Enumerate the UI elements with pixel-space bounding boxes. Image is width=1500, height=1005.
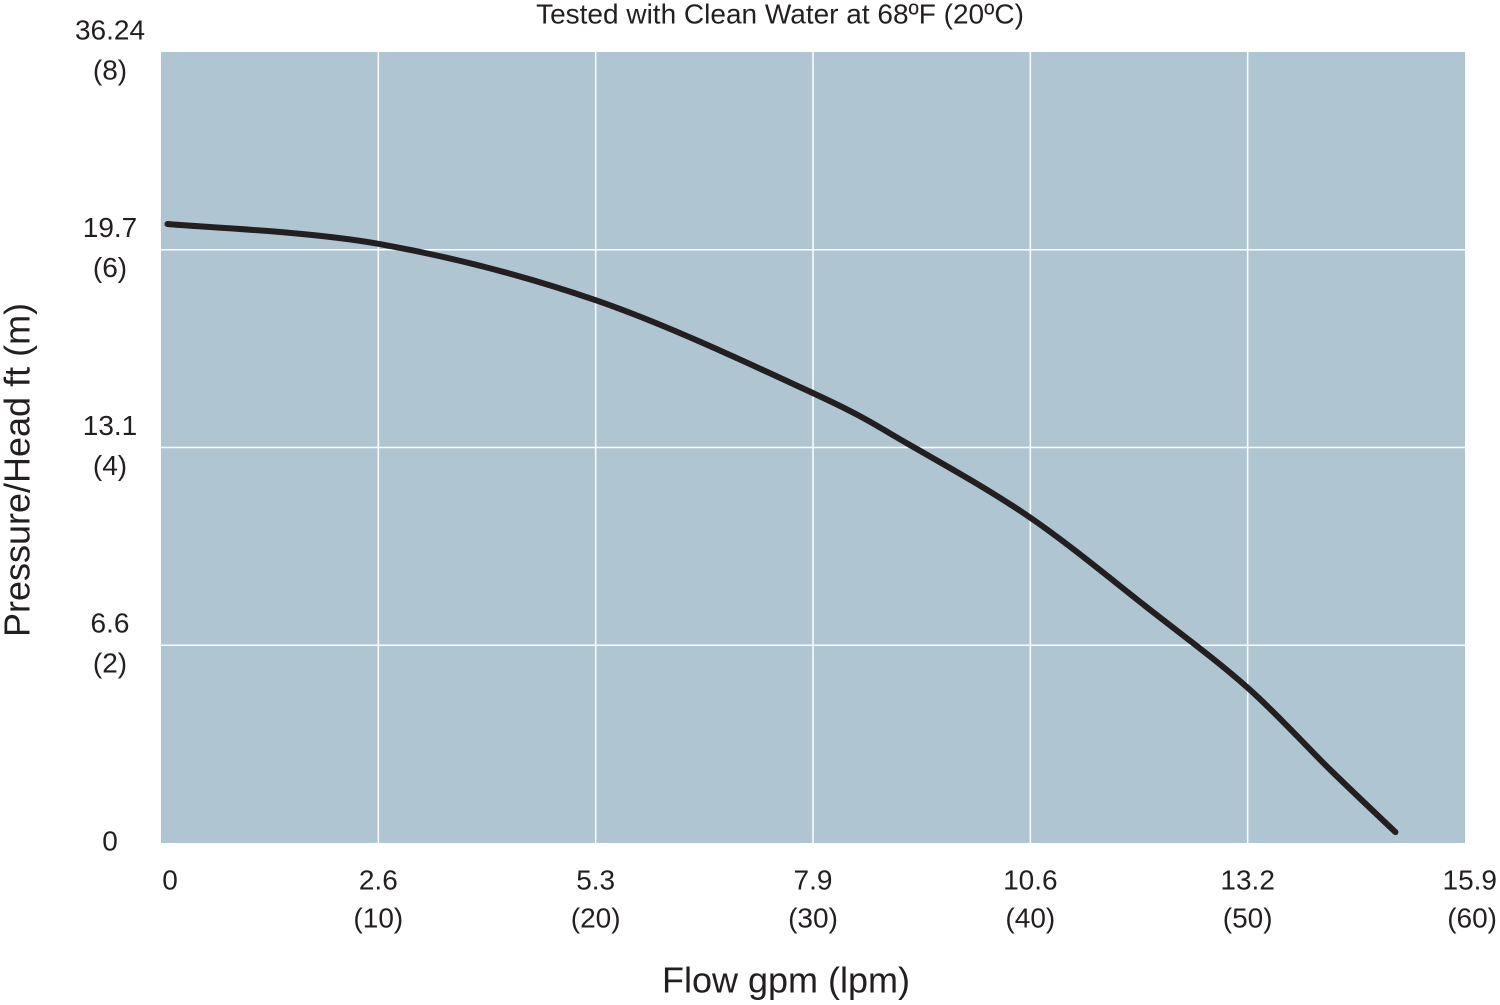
x-tick-label: 7.9 (794, 864, 833, 895)
x-tick-label: (30) (788, 902, 838, 933)
chart-title: Tested with Clean Water at 68ºF (20ºC) (536, 0, 1024, 29)
y-tick-label: 13.1 (83, 410, 138, 441)
y-tick-label: (8) (93, 54, 127, 85)
x-tick-label: 13.2 (1220, 864, 1275, 895)
y-tick-label: 19.7 (83, 212, 138, 243)
y-axis-title: Pressure/Head ft (m) (0, 303, 38, 637)
x-tick-label: 0 (162, 864, 178, 895)
x-tick-label: 2.6 (359, 864, 398, 895)
x-tick-label: (20) (571, 902, 621, 933)
y-tick-label: 6.6 (91, 608, 130, 639)
y-tick-label: (6) (93, 252, 127, 283)
y-tick-label: (2) (93, 648, 127, 679)
y-tick-label: 36.24 (75, 14, 145, 45)
x-axis-title: Flow gpm (lpm) (662, 960, 910, 1001)
x-tick-label: 15.9 (1443, 864, 1498, 895)
x-tick-label: (40) (1005, 902, 1055, 933)
curve (164, 221, 1399, 836)
x-tick-label: (10) (353, 902, 403, 933)
x-tick-label: (50) (1223, 902, 1273, 933)
x-tick-label: (60) (1447, 902, 1497, 933)
y-tick-label: 0 (102, 825, 118, 856)
y-tick-label: (4) (93, 450, 127, 481)
x-tick-label: 10.6 (1003, 864, 1058, 895)
x-tick-label: 5.3 (576, 864, 615, 895)
